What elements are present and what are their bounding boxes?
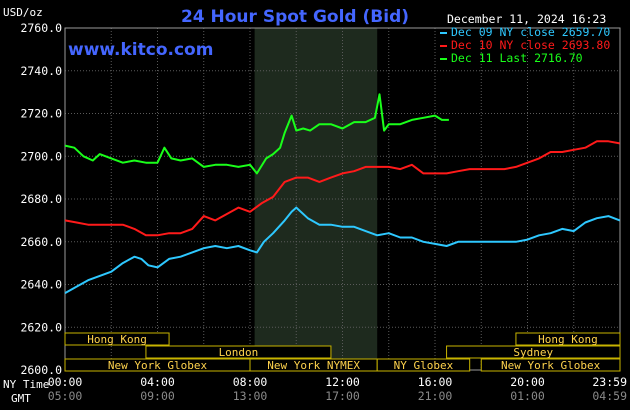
y-tick-label: 2660.0	[20, 235, 62, 249]
x-tick-ny: 12:00	[325, 375, 360, 389]
market-session-box	[145, 345, 332, 359]
market-session-label: NY Globex	[394, 359, 454, 372]
x-tick-gmt: 04:59	[592, 389, 627, 403]
market-session-label: London	[219, 346, 259, 359]
x-tick-ny: 20:00	[510, 375, 545, 389]
y-tick-label: 2740.0	[20, 64, 62, 78]
y-tick-label: 2600.0	[20, 363, 62, 377]
x-tick-ny: 08:00	[233, 375, 268, 389]
market-session-label: New York Globex	[108, 359, 208, 372]
market-session-label: New York NYMEX	[267, 359, 360, 372]
gmt-axis-label: GMT	[11, 392, 31, 405]
y-tick-label: 2720.0	[20, 107, 62, 121]
unit-label: USD/oz	[3, 6, 43, 19]
timestamp: December 11, 2024 16:23	[447, 12, 606, 26]
market-session-label: New York Globex	[501, 359, 601, 372]
market-session-label: Hong Kong	[87, 333, 147, 346]
x-tick-gmt: 05:00	[48, 389, 83, 403]
market-sessions: Hong Kong London New York Globex New York N…	[64, 332, 621, 372]
legend-entry: Dec 11 Last 2716.70	[451, 51, 583, 65]
market-session-box	[64, 332, 170, 346]
series-line-2	[64, 93, 449, 175]
series-line-1	[64, 140, 620, 237]
legend-entry: Dec 09 NY close 2659.70	[451, 25, 610, 39]
chart-title: 24 Hour Spot Gold (Bid)	[181, 7, 409, 27]
y-tick-label: 2680.0	[20, 192, 62, 206]
series-lines	[64, 93, 621, 294]
nymex-session-band	[254, 28, 378, 370]
market-session-box	[446, 345, 621, 359]
series-line-0	[64, 206, 621, 294]
x-tick-ny: 00:00	[48, 375, 83, 389]
y-tick-label: 2640.0	[20, 278, 62, 292]
x-tick-gmt: 09:00	[140, 389, 175, 403]
site-url: www.kitco.com	[68, 40, 213, 60]
x-tick-ny: 23:59	[592, 375, 627, 389]
market-session-box	[480, 358, 621, 372]
y-tick-label: 2620.0	[20, 320, 62, 334]
x-tick-gmt: 01:00	[510, 389, 545, 403]
y-axis-ticks: 2760.0 2740.0 2720.0 2700.0 2680.0 2660.0 2640…	[20, 21, 62, 377]
market-session-box	[376, 358, 471, 372]
y-tick-label: 2760.0	[20, 21, 62, 35]
y-tick-label: 2700.0	[20, 149, 62, 163]
x-tick-gmt: 17:00	[325, 389, 360, 403]
x-tick-gmt: 13:00	[233, 389, 268, 403]
market-session-label: Sydney	[513, 346, 553, 359]
market-session-label: Hong Kong	[538, 333, 598, 346]
x-tick-ny: 16:00	[418, 375, 453, 389]
x-tick-gmt: 21:00	[418, 389, 453, 403]
ny-time-axis-label: NY Time	[3, 378, 49, 391]
x-tick-ny: 04:00	[140, 375, 175, 389]
market-session-box	[515, 332, 621, 346]
legend-entry: Dec 10 NY close 2693.80	[451, 38, 610, 52]
